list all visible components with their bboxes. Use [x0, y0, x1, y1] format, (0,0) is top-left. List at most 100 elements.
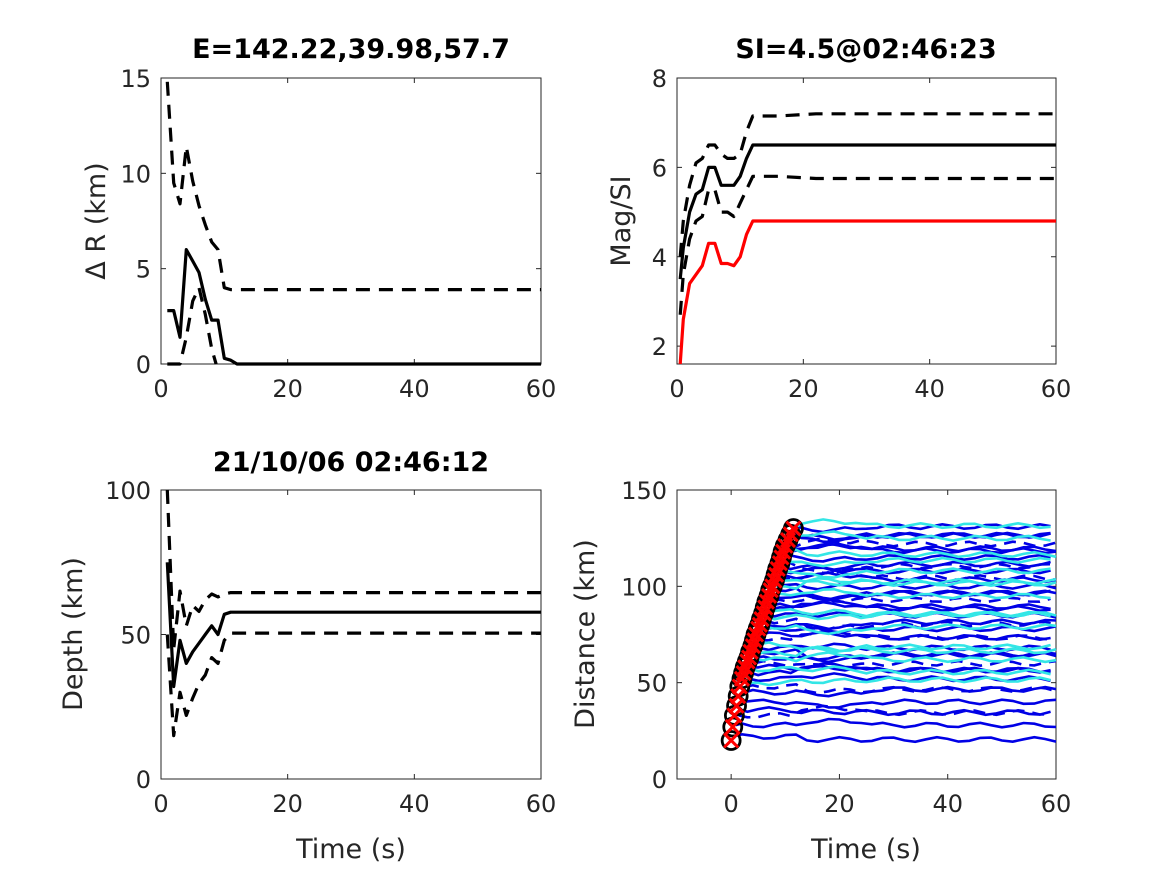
cyan-trace-63: [783, 556, 1051, 568]
blue-trace-34: [787, 542, 1057, 555]
ytick-label: 2: [652, 333, 667, 361]
xtick-label: 20: [272, 375, 303, 403]
lines-delta-r: [165, 81, 541, 366]
ylabel-depth: Depth (km): [58, 557, 89, 711]
cyan-trace-54: [756, 645, 1057, 658]
pick-cross: [739, 653, 756, 670]
xtick-label: 0: [724, 790, 739, 818]
series-line-3: [167, 286, 218, 366]
cyan-trace-56: [764, 623, 1057, 636]
series-line-1: [165, 562, 541, 689]
xtick-label: 40: [914, 375, 945, 403]
blue-trace-1: [732, 732, 1057, 744]
pick-cross: [762, 582, 779, 599]
cyan-trace-55: [759, 641, 1051, 654]
blue-trace-2: [735, 717, 1057, 729]
blue-trace-16: [762, 630, 1051, 642]
xtick-label: 40: [399, 375, 430, 403]
ytick-label: 6: [652, 154, 667, 182]
pick-cross: [750, 620, 767, 637]
ylabel-mag-si: Mag/SI: [606, 175, 637, 266]
blue-trace-13: [757, 648, 1057, 661]
xtick-label: 40: [399, 790, 430, 818]
panel-depth: 21/10/06 02:46:12 Depth (km) Time (s) 0 2…: [58, 447, 556, 865]
panel-distance: Distance (km) Time (s) 0 20 40 60 0 50 100 150: [570, 477, 1071, 865]
cyan-trace-66: [793, 518, 1051, 530]
title-delta-r: E=142.22,39.98,57.7: [192, 34, 510, 65]
series-line-2: [678, 143, 1056, 280]
ytick-label: 0: [652, 766, 667, 794]
cyan-trace-51: [748, 676, 1051, 687]
blue-trace-5: [742, 698, 1057, 709]
ytick-label: 8: [652, 65, 667, 93]
ticks-delta-r: 0 20 40 60 0 5 10 15: [120, 65, 556, 403]
blue-trace-7: [746, 682, 1057, 695]
series-line-3: [165, 631, 541, 738]
blue-trace-31: [783, 561, 1051, 575]
cyan-trace-53: [754, 651, 1057, 664]
cyan-trace-59: [773, 587, 1051, 600]
cyan-trace-52: [751, 665, 1051, 676]
cyan-trace-61: [778, 577, 1057, 587]
ticks-mag-si: 0 20 40 60 2 4 6 8: [652, 65, 1072, 403]
xtick-label: 60: [526, 790, 557, 818]
xtick-label: 60: [526, 375, 557, 403]
cyan-trace-62: [781, 567, 1051, 579]
series-line-4: [678, 174, 1056, 315]
pick-circle: [720, 730, 742, 751]
lines-mag-si: [678, 112, 1056, 365]
xlabel-depth: Time (s): [295, 834, 406, 865]
xtick-label: 40: [932, 790, 963, 818]
blue-trace-38: [794, 522, 1051, 534]
ylabel-delta-r: Δ R (km): [81, 162, 112, 279]
ticks-distance: 0 20 40 60 0 50 100 150: [621, 477, 1071, 818]
ylabel-distance: Distance (km): [570, 539, 601, 729]
xtick-label: 0: [153, 375, 168, 403]
traces-distance: [732, 518, 1057, 744]
panel-mag-si: SI=4.5@02:46:23 Mag/SI 0 20 40 60 2 4 6 8: [606, 34, 1071, 403]
ytick-label: 10: [120, 160, 151, 188]
blue-trace-22: [770, 600, 1051, 613]
blue-trace-6: [745, 685, 1057, 698]
xtick-label: 0: [669, 375, 684, 403]
xtick-label: 20: [824, 790, 855, 818]
ytick-label: 0: [136, 351, 151, 379]
series-line-1: [167, 248, 541, 366]
ytick-label: 15: [120, 65, 151, 93]
title-mag-si: SI=4.5@02:46:23: [735, 34, 996, 65]
blue-trace-11: [753, 659, 1057, 670]
series-line-2: [165, 81, 541, 292]
blue-trace-18: [765, 618, 1057, 631]
xtick-label: 0: [153, 790, 168, 818]
xtick-label: 20: [788, 375, 819, 403]
blue-trace-26: [776, 582, 1057, 591]
ytick-label: 0: [136, 766, 151, 794]
ytick-label: 4: [652, 244, 667, 272]
blue-trace-32: [784, 553, 1051, 563]
blue-trace-4: [739, 705, 1051, 717]
blue-trace-19: [766, 617, 1057, 631]
cyan-trace-65: [790, 530, 1051, 542]
cyan-trace-57: [767, 610, 1057, 621]
lines-depth: [165, 489, 541, 738]
series-line-2: [165, 489, 541, 651]
xtick-label: 60: [1041, 790, 1072, 818]
series-line-1: [678, 219, 1056, 365]
ytick-label: 100: [105, 477, 151, 505]
xtick-label: 20: [272, 790, 303, 818]
ytick-label: 50: [636, 670, 667, 698]
series-line-3: [678, 112, 1056, 257]
cyan-trace-60: [776, 576, 1057, 590]
ticks-depth: 0 20 40 60 0 50 100: [105, 477, 556, 818]
ytick-label: 5: [136, 256, 151, 284]
cyan-trace-58: [769, 607, 1051, 618]
blue-trace-30: [782, 560, 1051, 572]
blue-trace-3: [738, 704, 1051, 719]
picks-distance: [720, 518, 804, 751]
axes-box-delta-r: [160, 77, 542, 365]
panel-delta-r: E=142.22,39.98,57.7 Δ R (km) 0 20 40 60 0 5 10…: [81, 34, 556, 403]
ytick-label: 150: [621, 477, 667, 505]
ytick-label: 50: [120, 622, 151, 650]
xtick-label: 60: [1041, 375, 1072, 403]
